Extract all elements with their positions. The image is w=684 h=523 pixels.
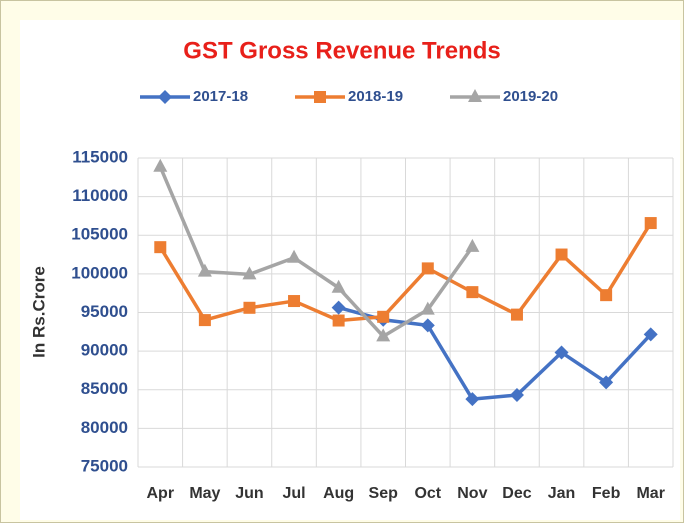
marker bbox=[644, 217, 657, 230]
marker bbox=[197, 263, 212, 277]
y-tick-label: 80000 bbox=[81, 418, 128, 437]
series-line bbox=[158, 166, 474, 339]
marker bbox=[468, 89, 482, 102]
x-tick-label: Nov bbox=[457, 485, 487, 502]
x-tick-label: Oct bbox=[414, 485, 441, 502]
y-tick-label: 75000 bbox=[81, 456, 128, 475]
marker bbox=[420, 301, 435, 315]
chart-title: GST Gross Revenue Trends bbox=[183, 37, 500, 64]
marker bbox=[421, 262, 434, 275]
marker bbox=[158, 90, 172, 104]
legend-label: 2019-20 bbox=[503, 88, 558, 105]
marker bbox=[331, 300, 346, 315]
legend-label: 2017-18 bbox=[193, 88, 248, 105]
series-line bbox=[338, 305, 652, 401]
x-tick-label: Aug bbox=[323, 485, 354, 502]
marker bbox=[466, 286, 479, 299]
marker bbox=[643, 327, 658, 342]
marker bbox=[377, 310, 390, 323]
marker bbox=[332, 314, 345, 327]
marker bbox=[510, 308, 523, 321]
marker bbox=[599, 375, 614, 390]
x-tick-label: Jul bbox=[282, 485, 305, 502]
marker bbox=[600, 289, 613, 302]
legend-label: 2018-19 bbox=[348, 88, 403, 105]
marker bbox=[314, 91, 326, 103]
marker bbox=[465, 392, 480, 407]
x-tick-label: Jun bbox=[235, 485, 263, 502]
y-tick-label: 90000 bbox=[81, 341, 128, 360]
marker bbox=[242, 266, 257, 280]
series-line bbox=[158, 222, 653, 323]
marker bbox=[420, 318, 435, 333]
y-tick-label: 100000 bbox=[71, 263, 128, 282]
y-tick-label: 105000 bbox=[71, 225, 128, 244]
x-tick-label: Jan bbox=[548, 485, 576, 502]
marker bbox=[287, 249, 302, 263]
marker bbox=[554, 345, 569, 360]
marker bbox=[465, 238, 480, 252]
chart-area bbox=[20, 20, 680, 520]
marker bbox=[198, 314, 211, 327]
marker bbox=[331, 279, 346, 293]
marker bbox=[376, 328, 391, 342]
marker bbox=[555, 248, 568, 261]
y-tick-label: 85000 bbox=[81, 379, 128, 398]
marker bbox=[243, 301, 256, 314]
x-tick-label: Feb bbox=[592, 485, 621, 502]
y-tick-label: 110000 bbox=[72, 186, 128, 205]
x-tick-label: Mar bbox=[636, 485, 664, 502]
x-tick-label: Sep bbox=[369, 485, 399, 502]
marker bbox=[154, 241, 167, 254]
marker bbox=[509, 388, 524, 403]
y-tick-label: 115000 bbox=[72, 147, 128, 166]
x-tick-label: May bbox=[189, 485, 220, 502]
x-tick-label: Dec bbox=[502, 485, 531, 502]
marker bbox=[288, 295, 301, 308]
x-tick-label: Apr bbox=[147, 485, 175, 502]
y-tick-label: 95000 bbox=[81, 302, 128, 321]
marker bbox=[153, 158, 168, 172]
y-axis-label: In Rs.Crore bbox=[29, 266, 48, 358]
